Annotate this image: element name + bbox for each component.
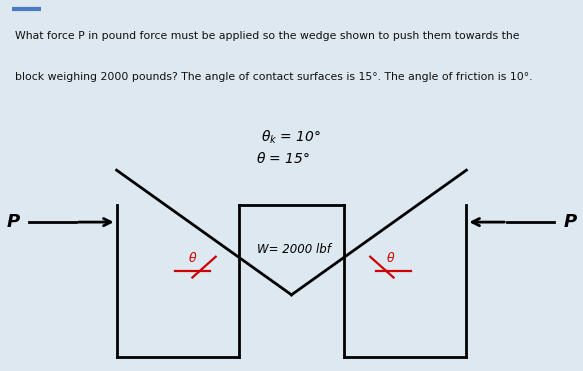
Text: W= 2000 lbf: W= 2000 lbf bbox=[257, 243, 331, 256]
Text: $\theta$: $\theta$ bbox=[386, 252, 395, 266]
Text: P: P bbox=[564, 213, 577, 231]
Text: What force P in pound force must be applied so the wedge shown to push them towa: What force P in pound force must be appl… bbox=[15, 31, 519, 41]
Text: $\theta$: $\theta$ bbox=[188, 252, 197, 266]
Text: $\theta$ = 15°: $\theta$ = 15° bbox=[256, 151, 310, 165]
Text: $\theta_k$ = 10°: $\theta_k$ = 10° bbox=[261, 129, 322, 146]
Text: block weighing 2000 pounds? The angle of contact surfaces is 15°. The angle of f: block weighing 2000 pounds? The angle of… bbox=[15, 72, 532, 82]
Text: P: P bbox=[6, 213, 19, 231]
